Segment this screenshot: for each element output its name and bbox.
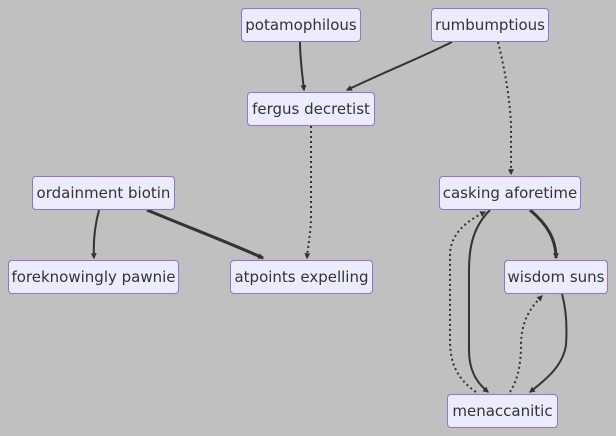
node-casking-aforetime[interactable]: casking aforetime: [439, 176, 581, 210]
edge-ordainment-biotin-to-atpoints-expelling: [146, 208, 265, 260]
node-ordainment-biotin[interactable]: ordainment biotin: [32, 176, 175, 210]
edge-menaccanitic-to-casking-aforetime: [449, 211, 487, 393]
node-atpoints-expelling[interactable]: atpoints expelling: [230, 260, 373, 294]
node-wisdom-suns[interactable]: wisdom suns: [504, 260, 608, 294]
edge-ordainment-biotin-to-foreknowingly-pawnie: [90, 209, 100, 260]
edge-menaccanitic-to-wisdom-suns: [509, 295, 543, 393]
node-potamophilous[interactable]: potamophilous: [241, 8, 361, 42]
node-rumbumptious[interactable]: rumbumptious: [431, 8, 549, 42]
node-fergus-decretist[interactable]: fergus decretist: [247, 92, 375, 126]
edge-casking-aforetime-to-menaccanitic: [468, 209, 491, 393]
node-menaccanitic[interactable]: menaccanitic: [447, 394, 558, 428]
node-foreknowingly-pawnie[interactable]: foreknowingly pawnie: [8, 260, 179, 294]
edge-wisdom-suns-to-menaccanitic: [529, 293, 568, 393]
edge-potamophilous-to-fergus-decretist: [299, 41, 307, 92]
edge-rumbumptious-to-casking-aforetime: [497, 41, 514, 176]
edge-fergus-decretist-to-atpoints-expelling: [304, 126, 312, 260]
edge-casking-aforetime-to-wisdom-suns: [529, 208, 559, 260]
edge-rumbumptious-to-fergus-decretist: [345, 41, 453, 91]
